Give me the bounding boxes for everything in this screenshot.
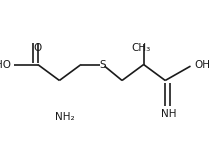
Text: NH₂: NH₂ xyxy=(55,112,75,122)
Text: O: O xyxy=(34,43,42,53)
Text: HO: HO xyxy=(0,60,11,69)
Text: CH₃: CH₃ xyxy=(132,43,151,53)
Text: OH: OH xyxy=(194,60,210,69)
Text: NH: NH xyxy=(161,109,176,119)
Text: S: S xyxy=(99,60,106,69)
